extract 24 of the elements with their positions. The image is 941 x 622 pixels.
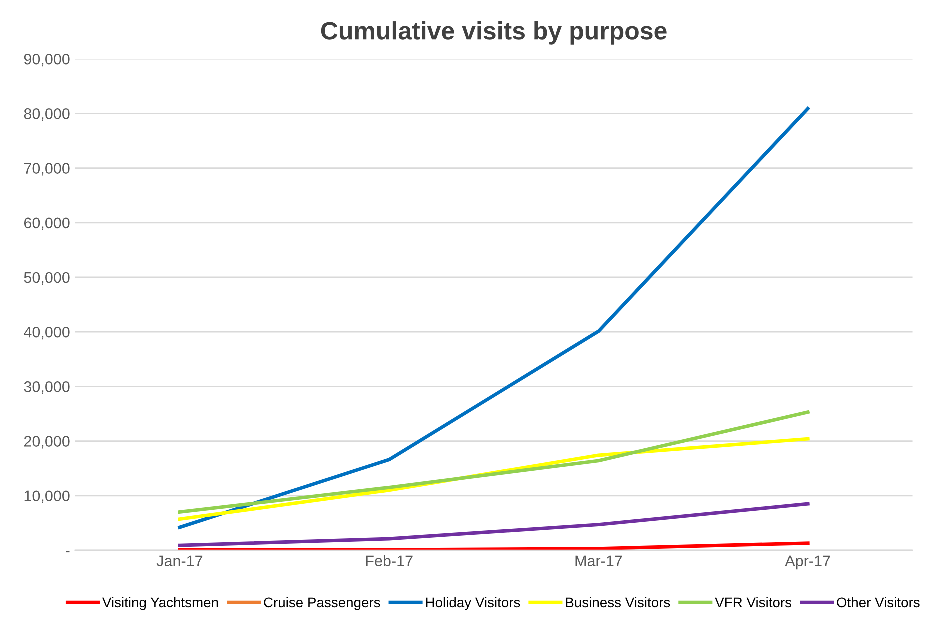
y-tick-label: -: [66, 551, 70, 553]
line-series: [178, 502, 810, 548]
y-tick-label: 60,000: [24, 218, 70, 230]
y-tick-label: 30,000: [24, 382, 70, 394]
legend-label: Holiday Visitors: [426, 597, 520, 610]
chart-title: Cumulative visits by purpose: [321, 22, 667, 45]
legend-label: Cruise Passengers: [264, 597, 380, 610]
y-tick-label: 40,000: [24, 326, 70, 340]
legend-label: VFR Visitors: [715, 597, 792, 608]
y-tick-label: 90,000: [24, 54, 70, 67]
y-tick-label: 20,000: [24, 436, 70, 449]
legend-label: Visiting Yachtsmen: [102, 597, 218, 610]
y-tick-label: 10,000: [24, 490, 70, 504]
x-tick-label: Jan-17: [156, 556, 203, 567]
y-tick-label: 70,000: [24, 163, 70, 176]
line-series: [178, 107, 810, 530]
legend-label: Business Visitors: [566, 597, 670, 608]
x-tick-label: Mar-17: [576, 556, 622, 567]
x-tick-label: Apr-17: [785, 556, 830, 570]
y-tick-label: 80,000: [24, 108, 70, 122]
y-tick-label: 50,000: [24, 272, 70, 285]
line-series: [178, 410, 810, 514]
x-tick-label: Feb-17: [366, 555, 413, 567]
legend-label: Other Visitors: [837, 597, 920, 608]
